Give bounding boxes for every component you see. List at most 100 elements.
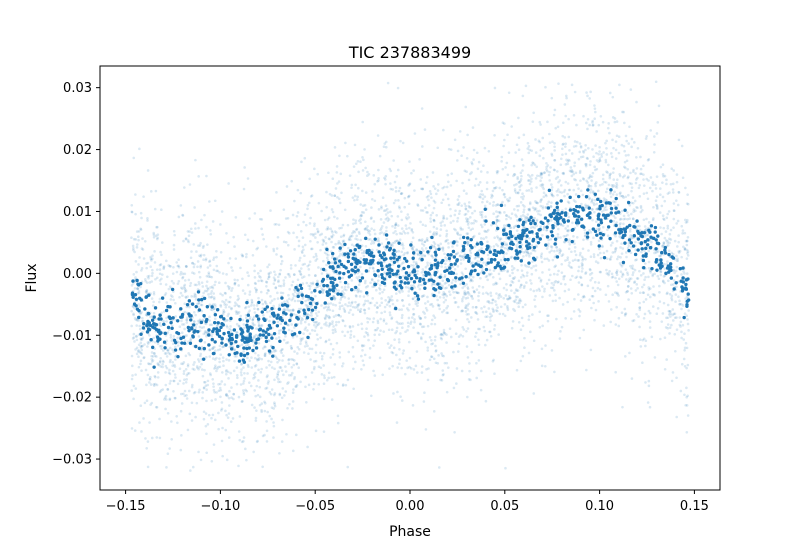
faint-data-point	[490, 196, 493, 199]
faint-data-point	[186, 239, 190, 242]
faint-data-point	[265, 420, 268, 423]
faint-data-point	[275, 253, 278, 256]
faint-data-point	[606, 284, 610, 288]
faint-data-point	[612, 146, 615, 150]
faint-data-point	[377, 275, 381, 278]
faint-data-point	[312, 255, 316, 259]
faint-data-point	[646, 293, 650, 297]
faint-data-point	[136, 287, 139, 291]
faint-data-point	[183, 327, 186, 331]
faint-data-point	[683, 218, 687, 222]
faint-data-point	[645, 233, 648, 237]
faint-data-point	[588, 123, 591, 127]
faint-data-point	[675, 316, 678, 319]
faint-data-point	[419, 220, 422, 224]
faint-data-point	[403, 205, 407, 209]
faint-data-point	[218, 344, 222, 348]
faint-data-point	[265, 440, 269, 443]
faint-data-point	[376, 306, 379, 309]
faint-data-point	[260, 298, 264, 302]
faint-data-point	[334, 242, 337, 246]
faint-data-point	[326, 253, 330, 257]
faint-data-point	[402, 247, 405, 250]
faint-data-point	[425, 195, 429, 199]
faint-data-point	[197, 270, 201, 274]
faint-data-point	[173, 373, 177, 376]
faint-data-point	[666, 192, 670, 195]
faint-data-point	[406, 231, 410, 235]
faint-data-point	[432, 231, 436, 234]
faint-data-point	[426, 300, 430, 303]
faint-data-point	[649, 271, 652, 274]
faint-data-point	[467, 221, 470, 224]
faint-data-point	[261, 302, 265, 306]
faint-data-point	[246, 363, 250, 367]
faint-data-point	[534, 294, 537, 298]
faint-data-point	[390, 295, 394, 298]
faint-data-point	[204, 424, 208, 428]
faint-data-point	[177, 264, 180, 268]
faint-data-point	[505, 214, 509, 217]
faint-data-point	[557, 269, 560, 273]
faint-data-point	[643, 249, 646, 253]
faint-data-point	[443, 361, 447, 365]
faint-data-point	[221, 371, 224, 374]
faint-data-point	[282, 279, 286, 282]
faint-data-point	[391, 224, 394, 228]
faint-data-point	[625, 159, 629, 163]
faint-data-point	[410, 171, 413, 175]
faint-data-point	[628, 125, 631, 129]
faint-data-point	[414, 299, 417, 303]
faint-data-point	[512, 174, 515, 178]
faint-data-point	[418, 238, 422, 242]
faint-data-point	[204, 381, 207, 384]
faint-data-point	[130, 203, 134, 207]
faint-data-point	[625, 139, 628, 143]
faint-data-point	[272, 424, 276, 428]
faint-data-point	[677, 240, 680, 244]
faint-data-point	[379, 228, 382, 232]
faint-data-point	[521, 305, 525, 309]
faint-data-point	[532, 162, 535, 165]
faint-data-point	[662, 175, 665, 178]
faint-data-point	[686, 414, 690, 417]
faint-data-point	[185, 378, 188, 381]
faint-data-point	[139, 211, 143, 215]
faint-data-point	[331, 347, 335, 351]
faint-data-point	[139, 359, 143, 363]
faint-data-point	[273, 393, 276, 397]
faint-data-point	[185, 321, 189, 324]
faint-data-point	[259, 279, 263, 282]
faint-data-point	[635, 258, 638, 261]
faint-data-point	[278, 272, 282, 276]
faint-data-point	[512, 208, 516, 211]
faint-data-point	[614, 370, 617, 374]
faint-data-point	[623, 160, 627, 164]
faint-data-point	[349, 304, 352, 308]
faint-data-point	[171, 369, 175, 373]
faint-data-point	[217, 389, 221, 393]
faint-data-point	[191, 383, 194, 387]
faint-data-point	[363, 308, 366, 312]
faint-data-point	[477, 291, 481, 294]
faint-data-point	[643, 278, 646, 281]
faint-data-point	[363, 302, 366, 306]
faint-data-point	[150, 274, 154, 278]
faint-data-point	[338, 227, 341, 230]
faint-data-point	[283, 300, 286, 303]
faint-data-point	[588, 228, 591, 232]
faint-data-point	[268, 309, 272, 313]
faint-data-point	[290, 371, 294, 375]
faint-data-point	[582, 178, 586, 181]
faint-data-point	[631, 273, 635, 277]
faint-data-point	[608, 131, 611, 135]
faint-data-point	[550, 281, 554, 285]
faint-data-point	[469, 262, 473, 265]
faint-data-point	[261, 233, 264, 236]
faint-data-point	[628, 203, 632, 207]
faint-data-point	[380, 297, 383, 300]
faint-data-point	[253, 311, 257, 314]
faint-data-point	[182, 392, 185, 396]
faint-data-point	[156, 363, 160, 366]
faint-data-point	[199, 265, 202, 269]
